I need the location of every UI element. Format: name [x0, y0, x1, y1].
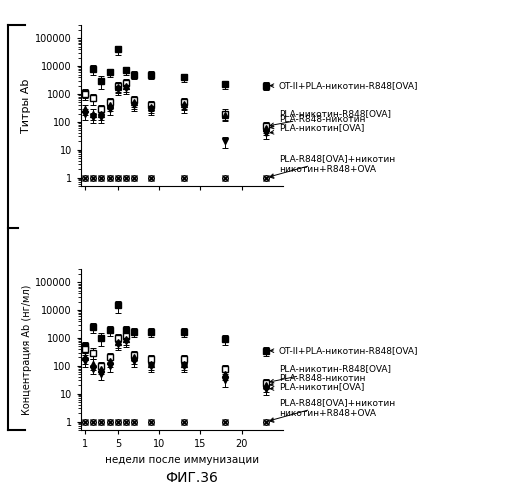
Text: PLA-никотин[OVA]: PLA-никотин[OVA]: [270, 124, 364, 134]
Text: ФИГ.36: ФИГ.36: [166, 470, 218, 484]
Text: PLA-R848[OVA]+никотин: PLA-R848[OVA]+никотин: [270, 398, 395, 421]
Text: OT-II+PLA-никотин-R848[OVA]: OT-II+PLA-никотин-R848[OVA]: [270, 346, 418, 355]
Text: PLA-никотин-R848[OVA]: PLA-никотин-R848[OVA]: [270, 364, 391, 383]
Text: PLA-R848-никотин: PLA-R848-никотин: [270, 115, 365, 129]
Y-axis label: Концентрация Ab (нг/мл): Концентрация Ab (нг/мл): [22, 284, 32, 414]
Text: PLA-никотин[OVA]: PLA-никотин[OVA]: [270, 382, 364, 391]
Y-axis label: Титры Ab: Титры Ab: [21, 78, 31, 132]
Text: PLA-R848[OVA]+никотин: PLA-R848[OVA]+никотин: [270, 154, 395, 178]
Text: никотин+R848+OVA: никотин+R848+OVA: [270, 165, 376, 178]
Text: никотин+R848+OVA: никотин+R848+OVA: [270, 408, 376, 422]
Text: PLA-R848-никотин: PLA-R848-никотин: [270, 374, 365, 386]
X-axis label: недели после иммунизации: недели после иммунизации: [105, 454, 259, 464]
Text: OT-II+PLA-никотин-R848[OVA]: OT-II+PLA-никотин-R848[OVA]: [270, 81, 418, 90]
Text: PLA-никотин-R848[OVA]: PLA-никотин-R848[OVA]: [270, 109, 391, 126]
